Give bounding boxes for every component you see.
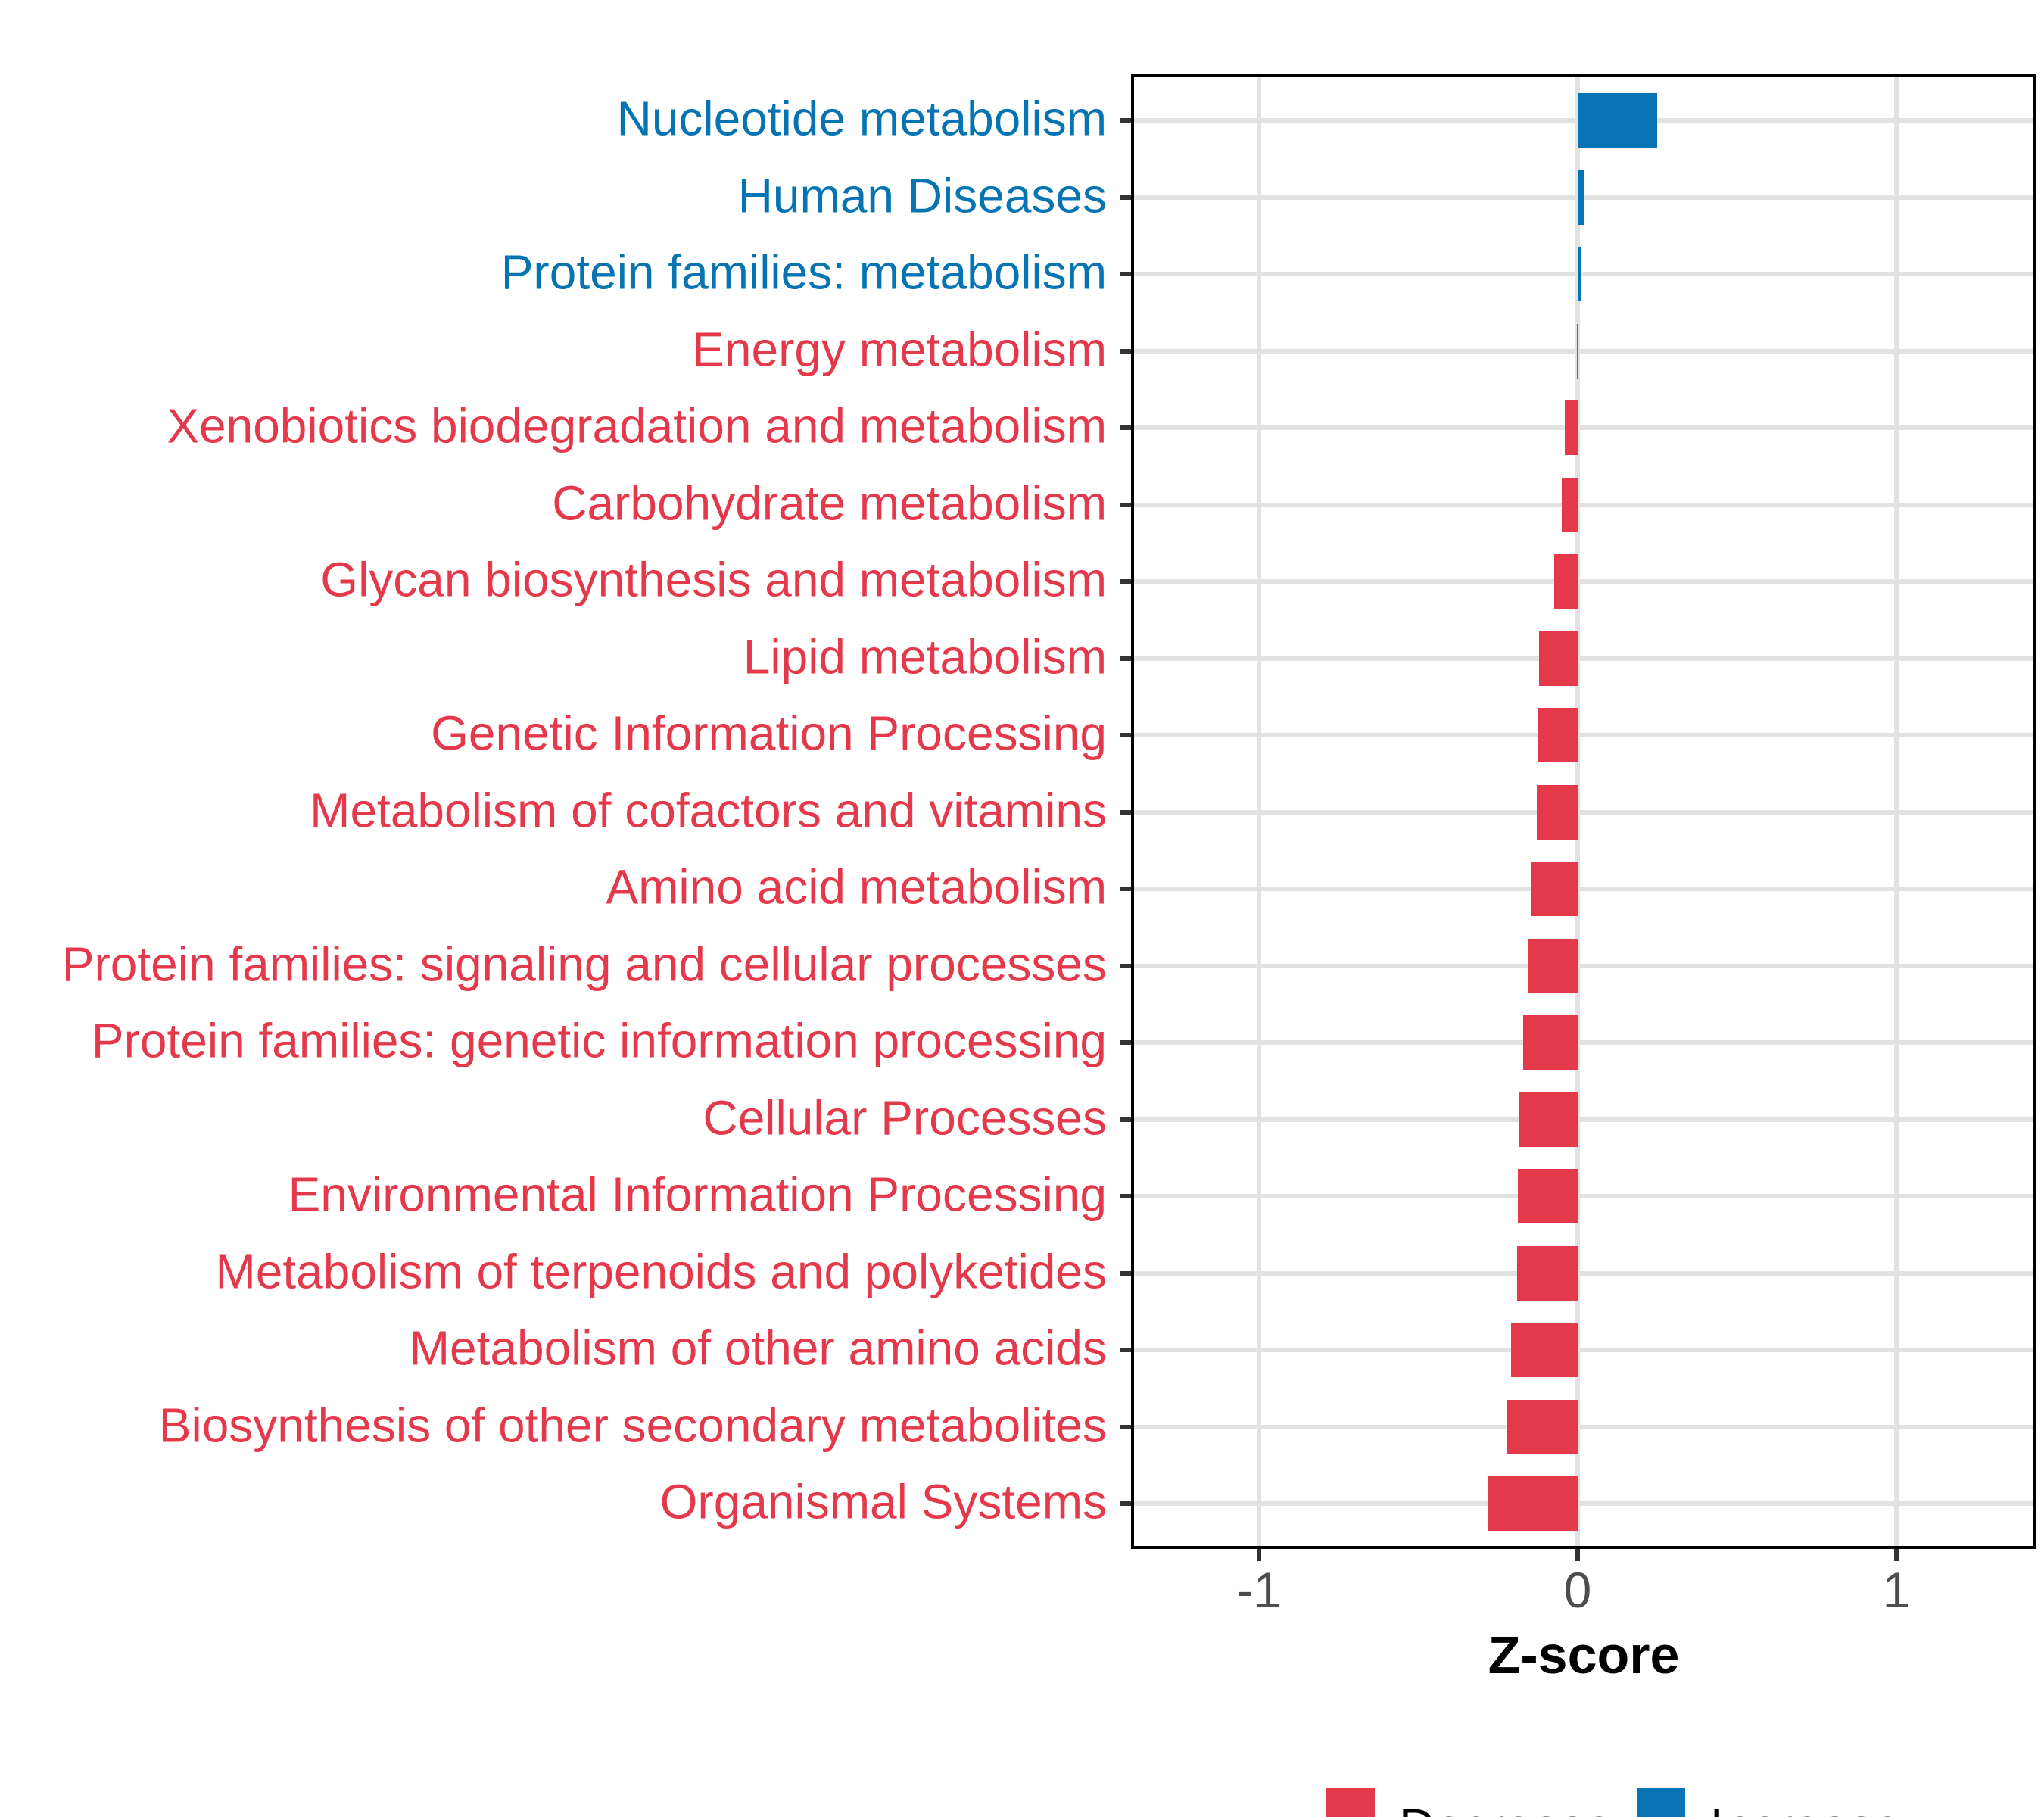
bar-decrease bbox=[1561, 477, 1578, 532]
y-gridline bbox=[1134, 1348, 2033, 1352]
x-tick bbox=[1257, 1549, 1261, 1561]
category-label: Metabolism of terpenoids and polyketides bbox=[215, 1243, 1107, 1298]
bar-decrease bbox=[1538, 708, 1578, 762]
bar-decrease bbox=[1528, 938, 1578, 993]
plot-panel bbox=[1131, 74, 2036, 1549]
category-label: Organismal Systems bbox=[659, 1474, 1107, 1529]
y-tick bbox=[1120, 272, 1131, 276]
y-tick bbox=[1120, 733, 1131, 737]
x-tick bbox=[1575, 1549, 1580, 1561]
y-gridline bbox=[1134, 195, 2033, 200]
y-tick bbox=[1120, 1117, 1131, 1122]
y-tick bbox=[1120, 1040, 1131, 1045]
legend-key-increase bbox=[1637, 1788, 1686, 1817]
y-tick bbox=[1120, 118, 1131, 123]
bar-decrease bbox=[1506, 1399, 1578, 1454]
category-label: Protein families: metabolism bbox=[500, 245, 1107, 300]
y-tick bbox=[1120, 1424, 1131, 1429]
y-gridline bbox=[1134, 1194, 2033, 1198]
category-label: Human Diseases bbox=[737, 167, 1107, 223]
category-label: Lipid metabolism bbox=[743, 628, 1107, 684]
y-gridline bbox=[1134, 887, 2033, 891]
bar-decrease bbox=[1518, 1169, 1578, 1223]
category-label: Xenobiotics biodegradation and metabolis… bbox=[167, 398, 1107, 453]
bar-decrease bbox=[1537, 784, 1578, 840]
y-tick bbox=[1120, 195, 1131, 200]
bar-decrease bbox=[1519, 1092, 1578, 1147]
y-gridline bbox=[1134, 1501, 2033, 1506]
x-tick-label: 1 bbox=[1882, 1562, 1911, 1618]
category-label: Metabolism of cofactors and vitamins bbox=[310, 782, 1107, 837]
bar-decrease bbox=[1523, 1015, 1578, 1070]
y-tick bbox=[1120, 656, 1131, 661]
y-gridline bbox=[1134, 502, 2033, 507]
x-tick bbox=[1894, 1549, 1899, 1561]
bar-decrease bbox=[1538, 631, 1578, 686]
y-gridline bbox=[1134, 1270, 2033, 1276]
legend-key-decrease bbox=[1326, 1788, 1375, 1817]
category-label: Environmental Information Processing bbox=[288, 1167, 1107, 1222]
legend-label-decrease: Decrease bbox=[1399, 1797, 1612, 1817]
y-gridline bbox=[1134, 963, 2033, 968]
bar-increase bbox=[1578, 93, 1658, 148]
legend: Decrease Increase bbox=[1326, 1787, 1902, 1817]
y-tick bbox=[1120, 887, 1131, 891]
category-label: Energy metabolism bbox=[692, 321, 1107, 376]
y-gridline bbox=[1134, 809, 2033, 815]
bar-decrease bbox=[1531, 862, 1578, 916]
y-tick bbox=[1120, 348, 1131, 354]
bar-decrease bbox=[1553, 554, 1578, 609]
y-gridline bbox=[1134, 425, 2033, 430]
y-gridline bbox=[1134, 1040, 2033, 1045]
y-gridline bbox=[1134, 348, 2033, 354]
bar-decrease bbox=[1487, 1476, 1578, 1531]
category-label: Protein families: signaling and cellular… bbox=[61, 936, 1107, 991]
y-gridline bbox=[1134, 579, 2033, 584]
x-tick-label: -1 bbox=[1236, 1562, 1282, 1618]
y-tick bbox=[1120, 963, 1131, 968]
y-tick bbox=[1120, 1348, 1131, 1352]
y-tick bbox=[1120, 1501, 1131, 1506]
bar-decrease bbox=[1576, 323, 1578, 379]
x-axis-title: Z-score bbox=[1488, 1625, 1680, 1685]
bar-decrease bbox=[1517, 1245, 1578, 1301]
x-tick-label: 0 bbox=[1563, 1562, 1592, 1618]
category-label: Metabolism of other amino acids bbox=[409, 1320, 1107, 1376]
y-gridline bbox=[1134, 1117, 2033, 1122]
category-label: Glycan biosynthesis and metabolism bbox=[320, 552, 1107, 607]
y-tick bbox=[1120, 1194, 1131, 1198]
category-label: Amino acid metabolism bbox=[606, 859, 1107, 915]
category-label: Protein families: genetic information pr… bbox=[91, 1013, 1107, 1068]
category-label: Genetic Information Processing bbox=[431, 706, 1107, 761]
y-tick bbox=[1120, 425, 1131, 430]
category-label: Biosynthesis of other secondary metaboli… bbox=[158, 1397, 1107, 1452]
y-gridline bbox=[1134, 1424, 2033, 1429]
y-tick bbox=[1120, 579, 1131, 584]
bar-increase bbox=[1578, 247, 1582, 301]
bar-decrease bbox=[1564, 400, 1578, 455]
bar-increase bbox=[1578, 170, 1584, 225]
category-label: Carbohydrate metabolism bbox=[552, 475, 1107, 530]
y-gridline bbox=[1134, 733, 2033, 737]
bar-decrease bbox=[1511, 1323, 1578, 1377]
y-tick bbox=[1120, 1270, 1131, 1276]
category-label: Cellular Processes bbox=[703, 1089, 1107, 1145]
category-label: Nucleotide metabolism bbox=[616, 91, 1107, 146]
y-gridline bbox=[1134, 656, 2033, 661]
y-tick bbox=[1120, 809, 1131, 815]
y-tick bbox=[1120, 502, 1131, 507]
legend-label-increase: Increase bbox=[1709, 1797, 1901, 1817]
y-gridline bbox=[1134, 272, 2033, 276]
